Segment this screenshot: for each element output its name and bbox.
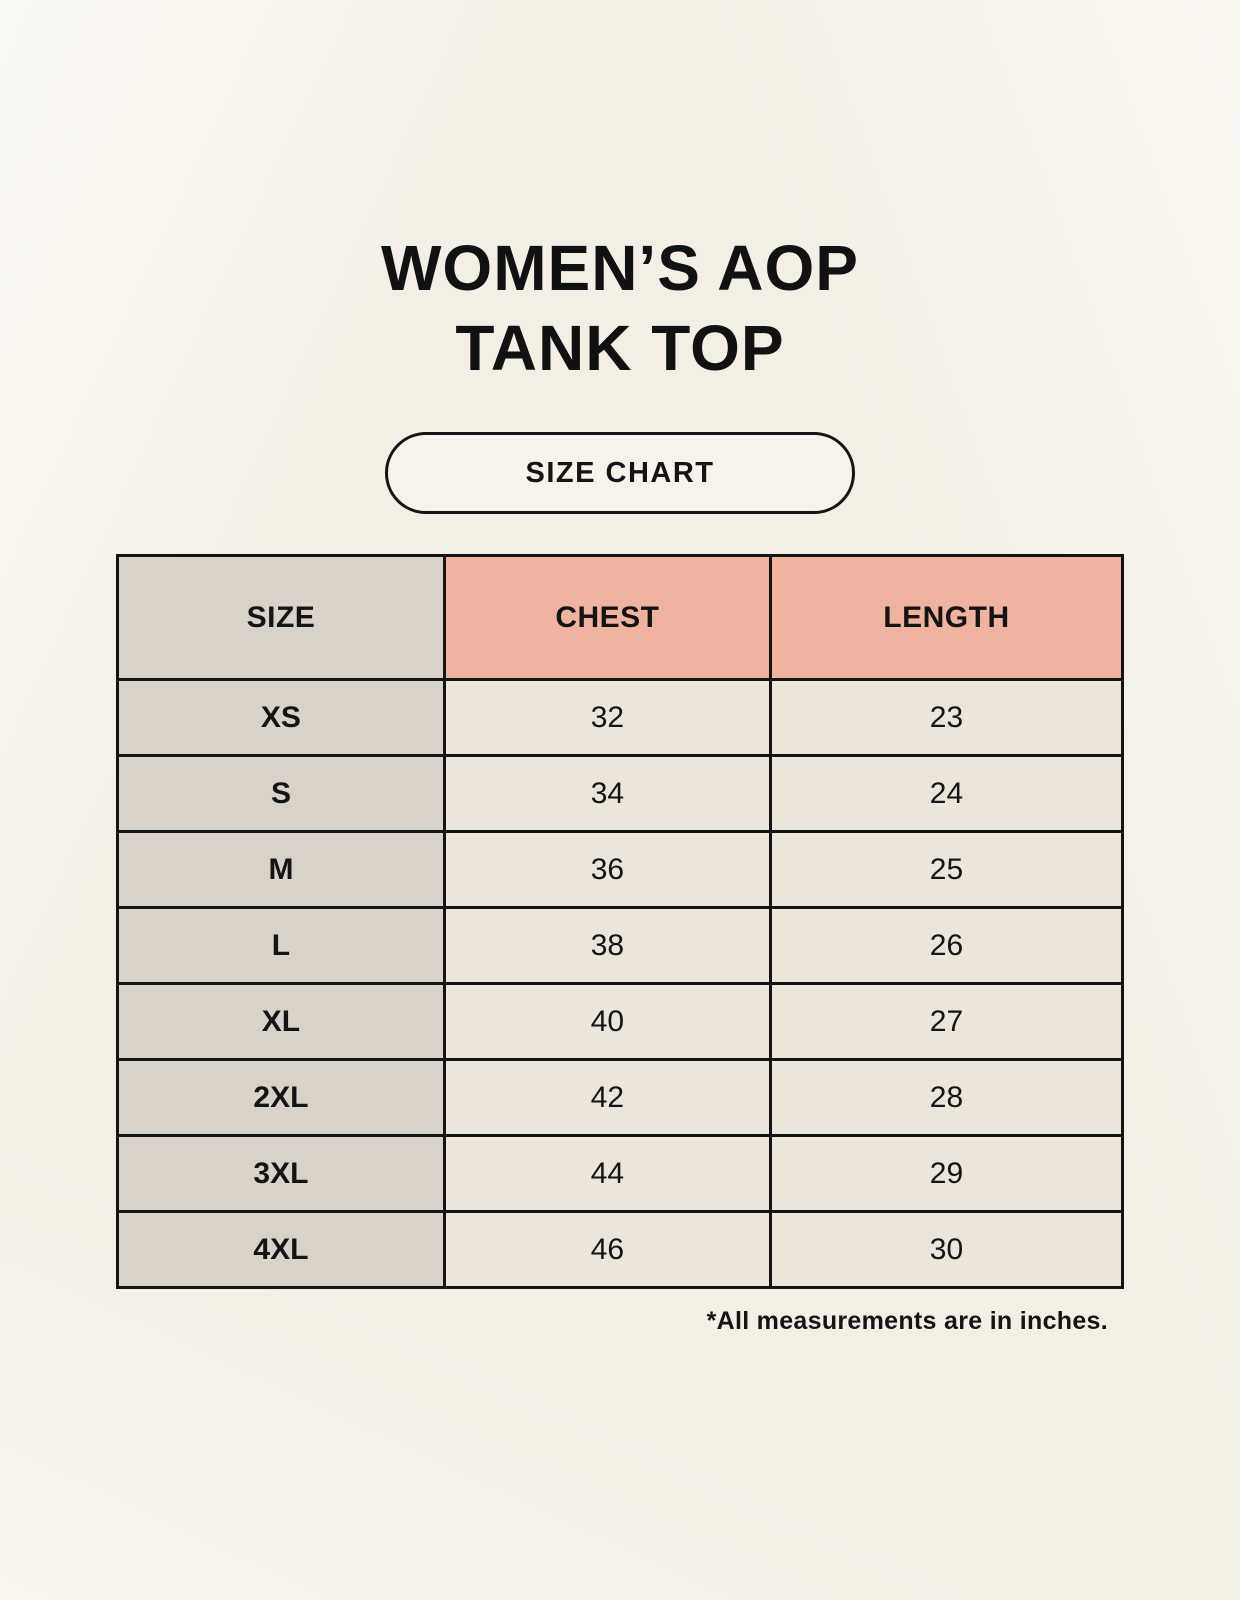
table-header-row: SIZE CHEST LENGTH: [116, 554, 1125, 681]
table-cell-length: 27: [768, 982, 1125, 1061]
column-header-size: SIZE: [116, 554, 446, 681]
table-row: 3XL 44 29: [116, 1134, 1125, 1213]
table-cell-size: S: [116, 754, 446, 833]
page-title-line2: TANK TOP: [455, 312, 785, 384]
table-cell-length: 29: [768, 1134, 1125, 1213]
table-cell-chest: 44: [442, 1134, 772, 1213]
table-cell-chest: 46: [442, 1210, 772, 1289]
table-cell-size: XS: [116, 678, 446, 757]
size-chart-badge-label: SIZE CHART: [525, 456, 715, 489]
table-cell-chest: 42: [442, 1058, 772, 1137]
table-cell-chest: 36: [442, 830, 772, 909]
table-cell-chest: 34: [442, 754, 772, 833]
size-chart-table: SIZE CHEST LENGTH XS 32 23 S 34 24 M 36 …: [116, 554, 1125, 1289]
table-cell-size: M: [116, 830, 446, 909]
table-cell-length: 25: [768, 830, 1125, 909]
column-header-length: LENGTH: [768, 554, 1125, 681]
table-row: XL 40 27: [116, 982, 1125, 1061]
table-cell-chest: 38: [442, 906, 772, 985]
table-row: XS 32 23: [116, 678, 1125, 757]
table-cell-length: 23: [768, 678, 1125, 757]
table-row: L 38 26: [116, 906, 1125, 985]
size-chart-badge: SIZE CHART: [385, 432, 855, 514]
table-row: 2XL 42 28: [116, 1058, 1125, 1137]
table-row: S 34 24: [116, 754, 1125, 833]
table-row: 4XL 46 30: [116, 1210, 1125, 1289]
table-cell-length: 28: [768, 1058, 1125, 1137]
table-cell-size: XL: [116, 982, 446, 1061]
table-cell-length: 24: [768, 754, 1125, 833]
table-cell-length: 26: [768, 906, 1125, 985]
column-header-chest: CHEST: [442, 554, 772, 681]
table-cell-size: 4XL: [116, 1210, 446, 1289]
table-cell-chest: 40: [442, 982, 772, 1061]
measurements-footnote: *All measurements are in inches.: [706, 1307, 1108, 1335]
table-cell-chest: 32: [442, 678, 772, 757]
table-cell-length: 30: [768, 1210, 1125, 1289]
table-cell-size: 2XL: [116, 1058, 446, 1137]
table-cell-size: 3XL: [116, 1134, 446, 1213]
page-title-line1: WOMEN’S AOP: [381, 232, 859, 304]
table-cell-size: L: [116, 906, 446, 985]
page-title: WOMEN’S AOP TANK TOP: [0, 0, 1240, 388]
table-row: M 36 25: [116, 830, 1125, 909]
